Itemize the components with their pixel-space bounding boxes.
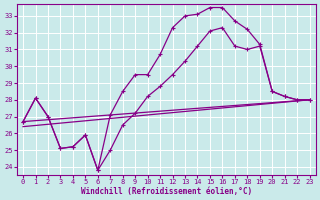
X-axis label: Windchill (Refroidissement éolien,°C): Windchill (Refroidissement éolien,°C) xyxy=(81,187,252,196)
